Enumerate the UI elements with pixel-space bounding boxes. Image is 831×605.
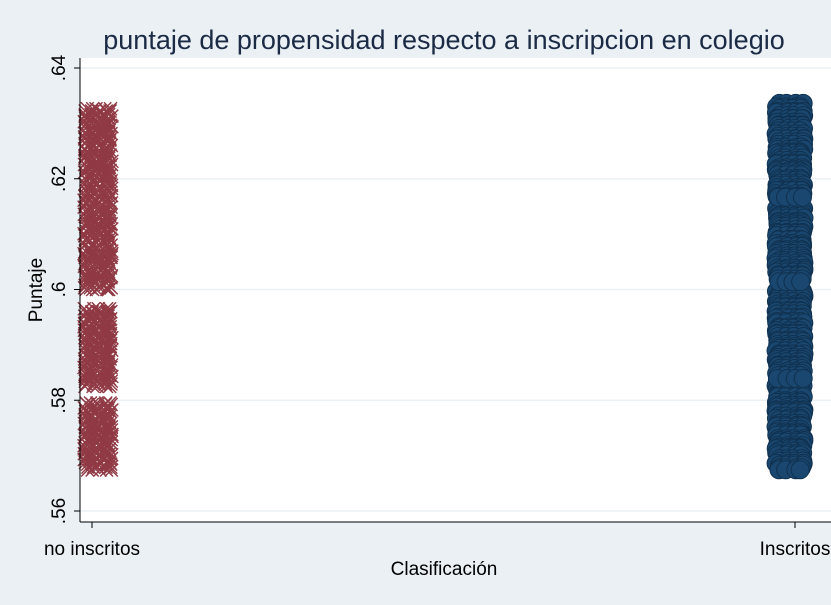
data-point-circle-marker (790, 460, 810, 480)
data-point-x-marker (102, 379, 117, 394)
data-point-x-marker (80, 460, 95, 475)
axes: .56 .58 .6 .62 .64 no inscritos Inscritos (44, 54, 831, 560)
series-0 (77, 101, 119, 478)
data-points (77, 93, 814, 480)
data-point-x-marker (101, 282, 116, 297)
data-point-x-marker (78, 374, 93, 389)
data-point-x-marker (86, 379, 101, 394)
data-point-circle-marker (793, 368, 813, 388)
data-point-x-marker (92, 463, 107, 478)
x-axis-label: Clasificación (391, 559, 498, 580)
data-point-x-marker (86, 377, 101, 392)
data-point-circle-marker (792, 187, 812, 207)
x-tick-label: Inscritos (760, 539, 831, 560)
data-point-x-marker (103, 460, 118, 475)
grid-lines (80, 67, 831, 512)
data-point-x-marker (99, 379, 114, 394)
y-tick-label: .62 (49, 166, 70, 192)
data-point-x-marker (89, 282, 104, 297)
data-point-x-marker (79, 282, 94, 297)
data-point-x-marker (85, 282, 100, 297)
data-point-x-marker (97, 200, 112, 215)
chart-title: puntaje de propensidad respecto a inscri… (103, 25, 784, 55)
y-axis-label: Puntaje (26, 258, 47, 322)
data-point-x-marker (104, 200, 119, 215)
data-point-x-marker (98, 377, 113, 392)
data-point-x-marker (78, 409, 93, 424)
y-tick-label: .58 (49, 387, 70, 413)
series-1 (766, 93, 814, 480)
data-point-circle-marker (791, 272, 811, 292)
data-point-x-marker (80, 463, 95, 478)
data-point-x-marker (92, 200, 107, 215)
data-point-x-marker (103, 377, 118, 392)
y-tick-label: .6 (49, 282, 70, 298)
y-tick-label: .56 (49, 498, 70, 524)
data-point-x-marker (99, 463, 114, 478)
x-tick-label: no inscritos (44, 539, 140, 560)
data-point-x-marker (90, 196, 105, 211)
data-point-x-marker (99, 282, 114, 297)
data-point-x-marker (104, 330, 119, 345)
y-tick-label: .64 (49, 54, 70, 81)
data-point-x-marker (104, 463, 119, 478)
